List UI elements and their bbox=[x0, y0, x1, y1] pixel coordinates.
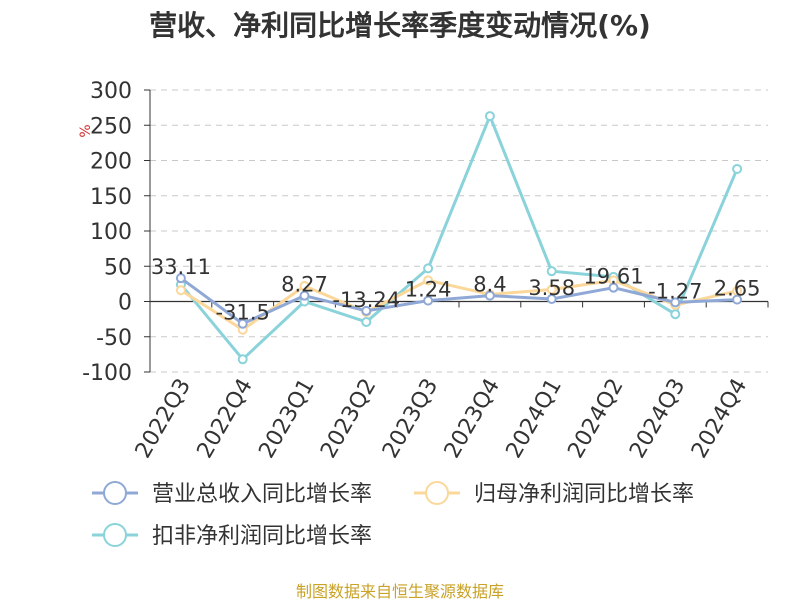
data-label: 1.24 bbox=[405, 278, 452, 302]
data-label: 33.11 bbox=[151, 255, 211, 279]
data-point bbox=[175, 273, 186, 284]
y-tick-label: 200 bbox=[90, 150, 132, 175]
data-point bbox=[484, 290, 495, 301]
data-label: 8.27 bbox=[281, 273, 328, 297]
x-tick-label: 2024Q3 bbox=[625, 375, 690, 463]
legend-label: 扣非净利润同比增长率 bbox=[152, 524, 372, 549]
legend-marker bbox=[103, 523, 127, 547]
data-point bbox=[361, 316, 372, 327]
data-point bbox=[423, 263, 434, 274]
x-tick-label: 2023Q2 bbox=[316, 375, 381, 463]
data-point bbox=[732, 294, 743, 305]
x-tick-label: 2022Q4 bbox=[193, 375, 258, 463]
x-tick-label: 2022Q3 bbox=[131, 375, 196, 463]
series-lines bbox=[175, 111, 743, 365]
data-label: 19.61 bbox=[583, 265, 643, 289]
data-point bbox=[732, 163, 743, 174]
legend-marker bbox=[103, 481, 127, 505]
x-tick-label: 2024Q4 bbox=[687, 375, 752, 463]
y-tick-label: 150 bbox=[90, 185, 132, 210]
data-point bbox=[175, 285, 186, 296]
y-axis-label: % bbox=[78, 124, 94, 137]
series-line bbox=[180, 276, 738, 326]
data-point bbox=[299, 290, 310, 301]
y-tick-label: 300 bbox=[90, 79, 132, 104]
data-point bbox=[670, 297, 681, 308]
y-tick-label: 50 bbox=[104, 255, 132, 280]
y-tick-label: 0 bbox=[118, 291, 132, 316]
legend-label: 归母净利润同比增长率 bbox=[474, 482, 694, 507]
data-point bbox=[546, 284, 557, 295]
source-note: 制图数据来自恒生聚源数据库 bbox=[295, 582, 504, 601]
data-point bbox=[423, 295, 434, 306]
data-point bbox=[484, 111, 495, 122]
data-point bbox=[423, 275, 434, 286]
x-tick-label: 2024Q1 bbox=[502, 375, 567, 463]
data-point bbox=[670, 309, 681, 320]
data-label: 8.4 bbox=[473, 273, 506, 297]
data-labels: 33.11-31.5 8.27-13.24 1.24 8.4 3.58 19.61-1.2… bbox=[151, 255, 761, 325]
legend-label: 营业总收入同比增长率 bbox=[152, 482, 372, 507]
y-tick-label: -100 bbox=[82, 361, 132, 386]
data-label: 3.58 bbox=[528, 276, 575, 300]
data-point bbox=[546, 293, 557, 304]
data-point bbox=[237, 318, 248, 329]
data-label: 2.65 bbox=[714, 277, 761, 301]
data-point bbox=[546, 266, 557, 277]
y-tick-label: 100 bbox=[90, 220, 132, 245]
y-tick-label: 250 bbox=[90, 114, 132, 139]
x-tick-label: 2023Q3 bbox=[378, 374, 443, 462]
x-tick-label: 2024Q2 bbox=[563, 375, 628, 463]
data-label: -1.27 bbox=[648, 279, 702, 303]
series-line bbox=[180, 278, 738, 332]
legend-marker bbox=[425, 481, 449, 505]
data-point bbox=[608, 282, 619, 293]
data-label: -31.5 bbox=[216, 301, 270, 325]
data-point bbox=[361, 305, 372, 316]
data-point bbox=[299, 280, 310, 291]
x-tick-label: 2023Q1 bbox=[254, 375, 319, 463]
chart-title: 营收、净利同比增长率季度变动情况(%) bbox=[149, 9, 651, 42]
y-tick-label: -50 bbox=[96, 326, 132, 351]
x-tick-label: 2023Q4 bbox=[440, 375, 505, 463]
data-point bbox=[237, 354, 248, 365]
data-label: -13.24 bbox=[332, 288, 400, 312]
